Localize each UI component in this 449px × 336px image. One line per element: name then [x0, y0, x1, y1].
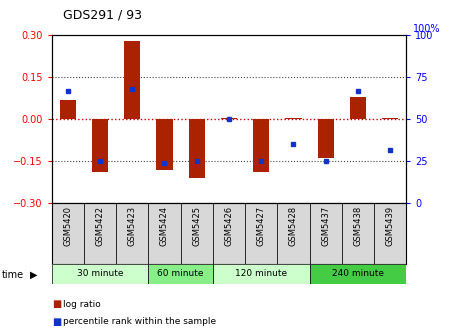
Text: GSM5425: GSM5425 — [192, 206, 201, 246]
Text: ■: ■ — [52, 317, 61, 327]
Bar — [148, 203, 180, 264]
Text: log ratio: log ratio — [63, 300, 101, 308]
Bar — [124, 41, 140, 119]
Text: GSM5426: GSM5426 — [224, 206, 233, 246]
Text: GSM5427: GSM5427 — [257, 206, 266, 246]
Bar — [156, 119, 172, 170]
Text: 120 minute: 120 minute — [235, 269, 287, 278]
Text: GSM5424: GSM5424 — [160, 206, 169, 246]
Bar — [253, 119, 269, 172]
Text: 60 minute: 60 minute — [157, 269, 204, 278]
Bar — [213, 264, 310, 284]
Text: 30 minute: 30 minute — [77, 269, 123, 278]
Bar — [213, 203, 245, 264]
Bar — [52, 264, 148, 284]
Bar — [52, 203, 84, 264]
Text: GSM5420: GSM5420 — [63, 206, 72, 246]
Text: GDS291 / 93: GDS291 / 93 — [63, 9, 142, 22]
Bar — [189, 119, 205, 178]
Bar — [318, 119, 334, 159]
Bar — [84, 203, 116, 264]
Bar — [382, 118, 398, 119]
Bar — [92, 119, 108, 172]
Bar — [60, 100, 76, 119]
Bar — [116, 203, 148, 264]
Bar — [148, 264, 213, 284]
Bar — [277, 203, 310, 264]
Bar — [310, 264, 406, 284]
Text: GSM5438: GSM5438 — [353, 206, 362, 246]
Text: 240 minute: 240 minute — [332, 269, 384, 278]
Text: 100%: 100% — [414, 24, 441, 34]
Bar — [350, 97, 366, 119]
Bar — [180, 203, 213, 264]
Text: ▶: ▶ — [30, 270, 38, 280]
Bar — [245, 203, 277, 264]
Text: GSM5422: GSM5422 — [96, 206, 105, 246]
Text: GSM5428: GSM5428 — [289, 206, 298, 246]
Bar — [221, 118, 237, 119]
Text: GSM5423: GSM5423 — [128, 206, 137, 246]
Text: ■: ■ — [52, 299, 61, 309]
Text: GSM5439: GSM5439 — [386, 206, 395, 246]
Text: GSM5437: GSM5437 — [321, 206, 330, 246]
Text: time: time — [2, 270, 24, 280]
Bar — [342, 203, 374, 264]
Bar — [374, 203, 406, 264]
Bar — [286, 118, 302, 119]
Text: percentile rank within the sample: percentile rank within the sample — [63, 318, 216, 326]
Bar — [310, 203, 342, 264]
